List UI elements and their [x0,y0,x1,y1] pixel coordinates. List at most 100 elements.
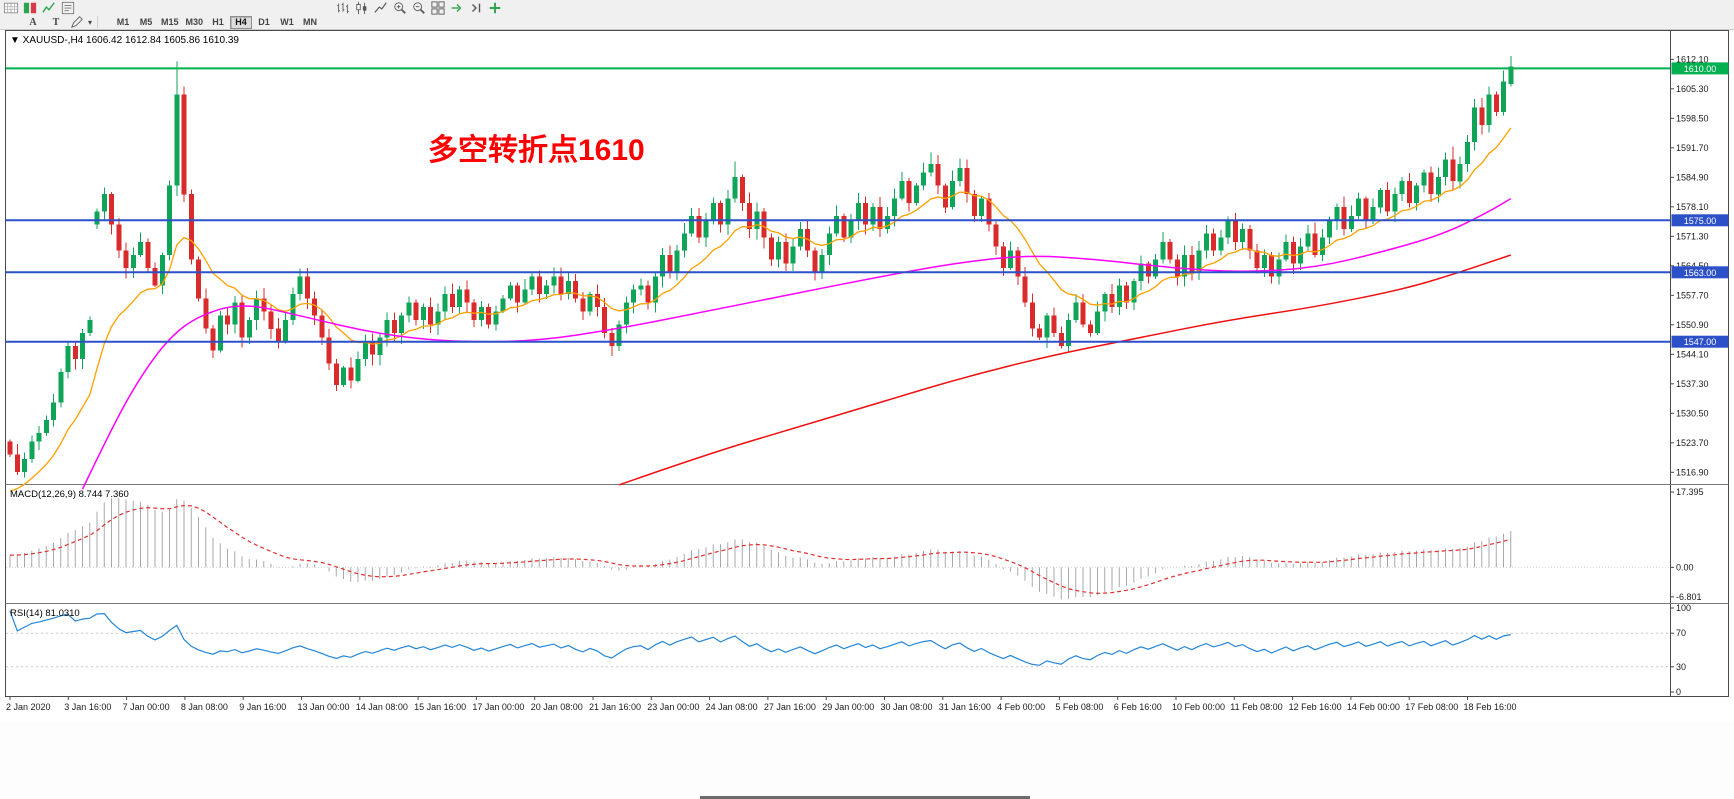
tile-windows-icon[interactable] [429,1,447,15]
annotation-text[interactable]: 多空转折点1610 [428,134,645,167]
svg-text:31 Jan 16:00: 31 Jan 16:00 [939,702,991,712]
svg-text:1605.30: 1605.30 [1676,84,1709,94]
svg-text:1612.10: 1612.10 [1676,54,1709,64]
svg-text:1544.10: 1544.10 [1676,349,1709,359]
svg-text:18 Feb 16:00: 18 Feb 16:00 [1464,702,1517,712]
svg-text:1610.00: 1610.00 [1684,64,1717,74]
svg-text:-6.801: -6.801 [1676,592,1702,602]
layout-grid-icon[interactable] [2,1,20,15]
svg-text:10 Feb 00:00: 10 Feb 00:00 [1172,702,1225,712]
svg-text:27 Jan 16:00: 27 Jan 16:00 [764,702,816,712]
svg-text:1578.10: 1578.10 [1676,202,1709,212]
hline-1575.00[interactable]: 1575.00 [6,214,1729,227]
timeframe-M15[interactable]: M15 [161,17,179,27]
svg-text:1516.90: 1516.90 [1676,467,1709,477]
draw-tool-dropdown[interactable]: ▾ [88,17,93,27]
timeframe-MN[interactable]: MN [303,17,318,27]
bar-chart-icon[interactable] [334,1,352,15]
svg-text:0.00: 0.00 [1676,562,1694,572]
draw-pen-icon[interactable] [68,15,86,29]
auto-scroll-icon[interactable] [448,1,466,15]
toolbar: A T ▾ M1 M5 M15 M30 H1 H4 D1 W1 MN [0,0,1734,30]
toolbar-cluster [334,1,504,15]
svg-text:29 Jan 00:00: 29 Jan 00:00 [822,702,874,712]
svg-text:0: 0 [1676,687,1681,697]
svg-text:17 Jan 00:00: 17 Jan 00:00 [472,702,524,712]
svg-text:1591.70: 1591.70 [1676,143,1709,153]
svg-text:23 Jan 00:00: 23 Jan 00:00 [647,702,699,712]
toolbar-row-1 [0,1,1734,15]
timeframe-M5[interactable]: M5 [139,17,153,27]
svg-text:1537.30: 1537.30 [1676,379,1709,389]
svg-text:8 Jan 08:00: 8 Jan 08:00 [181,702,228,712]
chart-shift-icon[interactable] [467,1,485,15]
svg-text:20 Jan 08:00: 20 Jan 08:00 [531,702,583,712]
ma-red-line [618,254,1512,486]
toolbar-cluster: M1 M5 M15 M30 H1 H4 D1 W1 MN [112,15,321,29]
svg-text:17.395: 17.395 [1676,487,1704,497]
timeframe-W1[interactable]: W1 [280,17,294,27]
svg-text:9 Jan 16:00: 9 Jan 16:00 [239,702,286,712]
hline-1547.00[interactable]: 1547.00 [6,335,1729,348]
macd-panel: MACD(12,26,9) 8.744 7.360 17.395 0.00 -6.80… [6,487,1704,602]
svg-text:1557.70: 1557.70 [1676,290,1709,300]
rsi-panel: RSI(14) 81.0310 100 70 30 0 [6,603,1691,697]
svg-text:1564.50: 1564.50 [1676,261,1709,271]
svg-text:2 Jan 2020: 2 Jan 2020 [6,702,51,712]
svg-text:15 Jan 16:00: 15 Jan 16:00 [414,702,466,712]
timeframe-D1[interactable]: D1 [258,17,270,27]
line-chart-icon[interactable] [372,1,390,15]
timeframe-H1[interactable]: H1 [212,17,224,27]
svg-text:5 Feb 08:00: 5 Feb 08:00 [1055,702,1103,712]
svg-text:1547.00: 1547.00 [1684,337,1717,347]
svg-text:1575.00: 1575.00 [1684,216,1717,226]
candles[interactable] [7,56,1514,478]
hline-1563.00[interactable]: 1563.00 [6,266,1729,279]
toolbar-row-2: A T ▾ M1 M5 M15 M30 H1 H4 D1 W1 MN [0,15,1734,29]
svg-text:6 Feb 16:00: 6 Feb 16:00 [1114,702,1162,712]
svg-text:13 Jan 00:00: 13 Jan 00:00 [298,702,350,712]
zoom-in-icon[interactable] [391,1,409,15]
symbol-info: ▼ XAUUSD-,H4 1606.42 1612.84 1605.86 161… [10,35,239,46]
svg-text:30: 30 [1676,662,1686,672]
text-label-tool[interactable]: A [29,16,37,28]
navigator-icon[interactable] [59,1,77,15]
chart-area[interactable]: 1612.10 1605.30 1598.50 1591.70 1584.90 1578.… [0,30,1734,722]
timeframe-M1[interactable]: M1 [116,17,130,27]
svg-text:1598.50: 1598.50 [1676,113,1709,123]
taskbar-hint [700,796,1030,799]
time-axis[interactable]: 2 Jan 2020 3 Jan 16:00 7 Jan 00:00 8 Jan 08… [6,696,1517,712]
timeframe-H4[interactable]: H4 [230,15,253,29]
hline-1610.00[interactable]: 1610.00 [6,62,1729,75]
svg-text:1523.70: 1523.70 [1676,438,1709,448]
text-tool[interactable]: T [52,16,60,28]
toolbar-cluster: A T ▾ [22,15,102,29]
timeframe-M30[interactable]: M30 [185,17,204,27]
svg-text:11 Feb 08:00: 11 Feb 08:00 [1230,702,1282,712]
indicators-icon[interactable] [486,1,504,15]
price-chart[interactable]: 1612.10 1605.30 1598.50 1591.70 1584.90 1578.… [0,30,1734,722]
svg-text:3 Jan 16:00: 3 Jan 16:00 [64,702,111,712]
market-watch-icon[interactable] [40,1,58,15]
svg-text:1550.90: 1550.90 [1676,320,1709,330]
toolbar-cluster [2,1,77,15]
svg-text:17 Feb 08:00: 17 Feb 08:00 [1405,702,1458,712]
svg-text:70: 70 [1676,628,1686,638]
price-axis[interactable]: 1612.10 1605.30 1598.50 1591.70 1584.90 1578.… [1670,54,1709,477]
svg-text:21 Jan 16:00: 21 Jan 16:00 [589,702,641,712]
svg-text:7 Jan 00:00: 7 Jan 00:00 [123,702,170,712]
toolbar-separator [97,16,99,28]
zoom-out-icon[interactable] [410,1,428,15]
rsi-label: RSI(14) 81.0310 [10,608,80,619]
new-order-icon[interactable] [21,1,39,15]
svg-text:1563.00: 1563.00 [1684,268,1717,278]
svg-text:12 Feb 16:00: 12 Feb 16:00 [1289,702,1342,712]
candlestick-chart-icon[interactable] [353,1,371,15]
svg-text:1584.90: 1584.90 [1676,172,1709,182]
svg-text:1571.30: 1571.30 [1676,231,1709,241]
svg-text:14 Feb 00:00: 14 Feb 00:00 [1347,702,1400,712]
macd-label: MACD(12,26,9) 8.744 7.360 [10,489,129,500]
ma-orange-line [9,127,1512,492]
svg-text:100: 100 [1676,603,1691,613]
